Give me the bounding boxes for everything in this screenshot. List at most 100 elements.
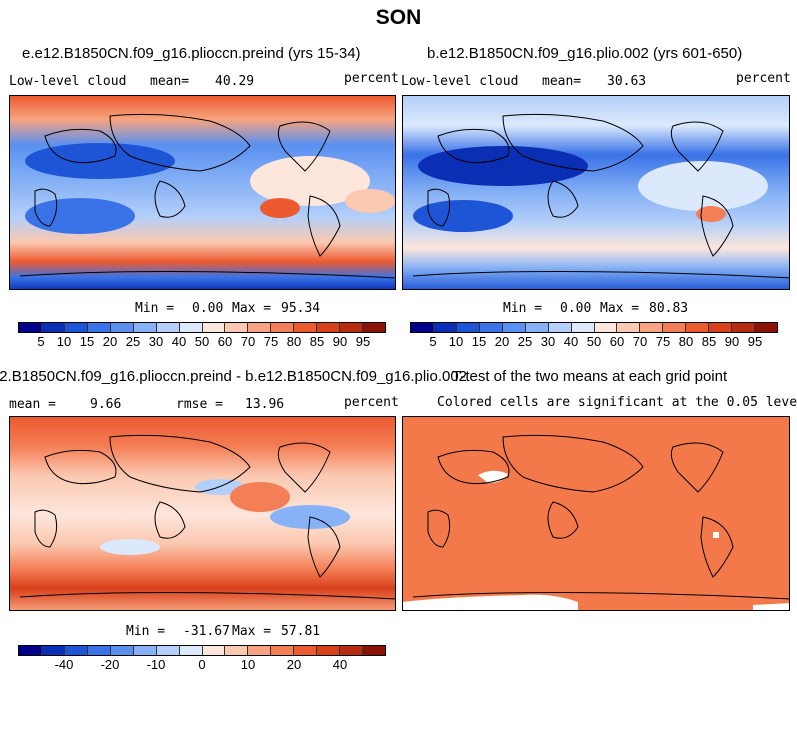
panel-br-title: T-test of the two means at each grid poi… <box>452 368 728 385</box>
colorbar-tick-label: 80 <box>286 334 302 349</box>
colorbar-tick-label: 40 <box>171 334 187 349</box>
panel-tl-units: percent <box>344 71 399 86</box>
colorbar-swatch <box>41 646 65 655</box>
colorbar-tick-label: 90 <box>332 334 348 349</box>
panel-tr-min-label: Min = <box>503 301 543 316</box>
panel-tl-title: e.e12.B1850CN.f09_g16.plioccn.preind (yr… <box>22 45 361 62</box>
panel-tr-title: b.e12.B1850CN.f09_g16.plio.002 (yrs 601-… <box>427 45 743 62</box>
panel-tl-mean-label: mean= <box>150 74 190 89</box>
colorbar-tick-label: 75 <box>655 334 671 349</box>
colorbar-tick-label: 95 <box>355 334 371 349</box>
colorbar-swatch <box>179 323 203 332</box>
panel-bl-title-clip: e.e12.B1850CN.f09_g16.plioccn.preind - b… <box>0 368 466 390</box>
colorbar-tick-label: 10 <box>56 334 72 349</box>
colorbar-swatch <box>294 646 318 655</box>
panel-tl-max-label: Max = <box>232 301 272 316</box>
colorbar-tick-label: 30 <box>540 334 556 349</box>
colorbar-tick-label: 85 <box>309 334 325 349</box>
panel-tr-units: percent <box>736 71 791 86</box>
panel-tr-min-value: 0.00 <box>560 301 592 316</box>
colorbar-tick-label: 5 <box>37 334 45 349</box>
colorbar-swatch <box>571 323 595 332</box>
colorbar-top-left <box>18 322 386 333</box>
colorbar-tick-label: 30 <box>148 334 164 349</box>
colorbar-tick-label: 15 <box>79 334 95 349</box>
map-bottom-left <box>9 416 396 611</box>
panel-bl-rmse-label: rmse = <box>176 397 223 412</box>
colorbar-swatch <box>202 323 226 332</box>
colorbar-swatch <box>732 323 756 332</box>
colorbar-tick-label: 85 <box>701 334 717 349</box>
panel-tr-mean-value: 30.63 <box>607 74 647 89</box>
panel-bl-max-label: Max = <box>232 624 272 639</box>
colorbar-swatch <box>525 323 549 332</box>
colorbar-tick-label: 25 <box>125 334 141 349</box>
colorbar-swatch <box>663 323 687 332</box>
colorbar-swatch <box>133 646 157 655</box>
colorbar-swatch <box>179 646 203 655</box>
colorbar-swatch <box>19 323 42 332</box>
colorbar-tick-label: 20 <box>102 334 118 349</box>
panel-tl-max-value: 95.34 <box>281 301 321 316</box>
colorbar-swatch <box>87 323 111 332</box>
colorbar-swatch <box>225 646 249 655</box>
colorbar-swatch <box>340 323 364 332</box>
panel-tl-min-value: 0.00 <box>192 301 224 316</box>
panel-bl-mean-label: mean = <box>9 397 56 412</box>
colorbar-swatch <box>548 323 572 332</box>
panel-bl-units: percent <box>344 395 399 410</box>
panel-tr-mean-label: mean= <box>542 74 582 89</box>
colorbar-top-right-labels: 5 10 15 20 25 30 40 50 60 70 75 80 85 90 95 <box>410 334 778 350</box>
colorbar-swatch <box>110 646 134 655</box>
colorbar-swatch <box>271 323 295 332</box>
colorbar-swatch <box>594 323 618 332</box>
map-bottom-right <box>402 416 790 611</box>
colorbar-tick-label: 5 <box>429 334 437 349</box>
colorbar-swatch <box>202 646 226 655</box>
panel-bl-min-label: Min = <box>126 624 166 639</box>
panel-bl-title: e.e12.B1850CN.f09_g16.plioccn.preind - b… <box>0 368 466 385</box>
colorbar-tick-label: 70 <box>632 334 648 349</box>
colorbar-swatch <box>225 323 249 332</box>
colorbar-swatch <box>294 323 318 332</box>
colorbar-swatch <box>133 323 157 332</box>
colorbar-tick-label: 10 <box>448 334 464 349</box>
colorbar-swatch <box>340 646 364 655</box>
colorbar-tick-label: 0 <box>198 657 206 672</box>
colorbar-swatch <box>686 323 710 332</box>
colorbar-swatch <box>433 323 457 332</box>
colorbar-swatch <box>479 323 503 332</box>
colorbar-tick-label: 40 <box>563 334 579 349</box>
colorbar-swatch <box>64 646 88 655</box>
panel-tl-variable: Low-level cloud <box>9 74 127 89</box>
colorbar-swatch <box>271 646 295 655</box>
colorbar-swatch <box>363 646 385 655</box>
colorbar-tick-label: -20 <box>100 657 120 672</box>
colorbar-top-left-labels: 5 10 15 20 25 30 40 50 60 70 75 80 85 90 95 <box>18 334 386 350</box>
colorbar-tick-label: 50 <box>586 334 602 349</box>
colorbar-tick-label: 20 <box>286 657 302 672</box>
colorbar-swatch <box>156 646 180 655</box>
colorbar-swatch <box>411 323 434 332</box>
colorbar-swatch <box>156 323 180 332</box>
panel-bl-mean-value: 9.66 <box>90 397 122 412</box>
colorbar-swatch <box>110 323 134 332</box>
colorbar-tick-label: 10 <box>240 657 256 672</box>
colorbar-tick-label: 50 <box>194 334 210 349</box>
colorbar-swatch <box>502 323 526 332</box>
panel-bl-max-value: 57.81 <box>281 624 321 639</box>
colorbar-bottom-left-labels: -40 -20 -10 0 10 20 40 <box>18 657 386 673</box>
panel-br-subtitle: Colored cells are significant at the 0.0… <box>437 395 797 410</box>
colorbar-tick-label: 15 <box>471 334 487 349</box>
colorbar-tick-label: 95 <box>747 334 763 349</box>
colorbar-swatch <box>755 323 777 332</box>
colorbar-swatch <box>248 323 272 332</box>
colorbar-tick-label: 70 <box>240 334 256 349</box>
colorbar-top-right <box>410 322 778 333</box>
colorbar-bottom-left <box>18 645 386 656</box>
colorbar-swatch <box>87 646 111 655</box>
colorbar-tick-label: 25 <box>517 334 533 349</box>
colorbar-swatch <box>41 323 65 332</box>
colorbar-tick-label: 90 <box>724 334 740 349</box>
map-top-right <box>402 95 790 290</box>
